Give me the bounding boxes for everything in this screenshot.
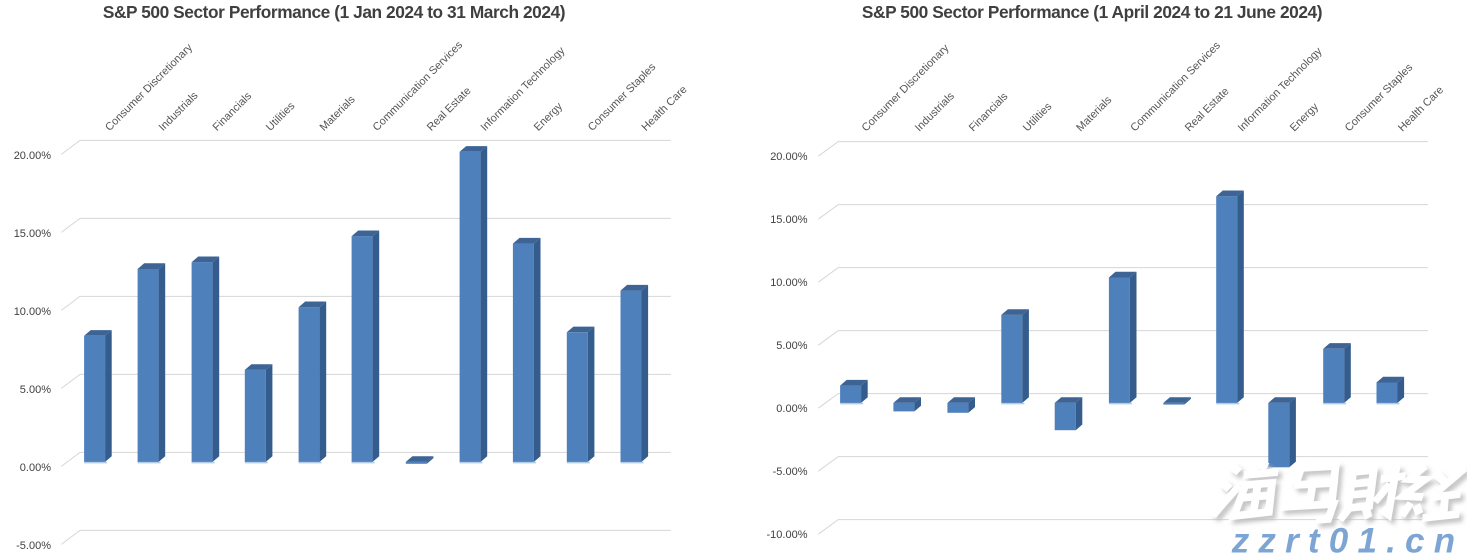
svg-text:-5.00%: -5.00%	[16, 540, 51, 552]
svg-text:10.00%: 10.00%	[14, 306, 52, 318]
svg-text:20.00%: 20.00%	[770, 151, 808, 163]
svg-text:15.00%: 15.00%	[770, 214, 808, 226]
svg-text:20.00%: 20.00%	[14, 150, 52, 162]
svg-text:-10.00%: -10.00%	[767, 529, 808, 541]
svg-text:zzrt01.cn: zzrt01.cn	[1231, 522, 1465, 557]
svg-text:S&P 500 Sector Performance (1: S&P 500 Sector Performance (1 Jan 2024 t…	[103, 2, 565, 22]
svg-text:10.00%: 10.00%	[770, 277, 808, 289]
svg-text:0.00%: 0.00%	[776, 403, 807, 415]
svg-text:S&P 500 Sector Performance (1: S&P 500 Sector Performance (1 April 2024…	[862, 2, 1322, 22]
svg-text:5.00%: 5.00%	[776, 340, 807, 352]
svg-text:-5.00%: -5.00%	[773, 466, 808, 478]
svg-text:5.00%: 5.00%	[20, 384, 51, 396]
svg-text:15.00%: 15.00%	[14, 228, 52, 240]
svg-text:0.00%: 0.00%	[20, 462, 51, 474]
